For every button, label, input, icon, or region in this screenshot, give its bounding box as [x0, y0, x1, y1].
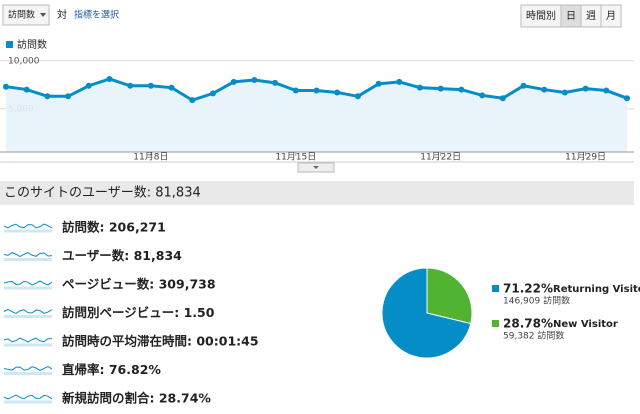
metric: 訪問時の平均滞在時間: 00:01:45: [62, 334, 259, 349]
legend-swatch: [492, 320, 499, 327]
point: [479, 92, 486, 99]
point: [396, 78, 403, 85]
point: [520, 82, 527, 89]
x-tick-label: 11月15日: [275, 152, 316, 163]
metric: 新規訪問の割合: 28.74%: [62, 391, 211, 406]
point: [106, 76, 113, 83]
sparkline: [3, 394, 53, 400]
point: [210, 90, 216, 97]
pie-value-label: 71.22%: [503, 282, 553, 296]
point: [272, 79, 279, 86]
point: [582, 85, 589, 92]
area: [6, 79, 627, 152]
point: [541, 86, 548, 93]
y-tick-label: 10,000: [8, 56, 40, 66]
point: [354, 93, 361, 100]
metric: 訪問数: 206,271: [62, 220, 166, 235]
metric: 訪問別ページビュー: 1.50: [62, 305, 215, 320]
point: [189, 97, 196, 104]
sparkline: [3, 308, 53, 315]
point: [624, 95, 630, 102]
pie-sublabel: 146,909 訪問数: [503, 295, 570, 307]
granularity-button-label: 時間別: [526, 10, 556, 22]
point: [499, 95, 506, 102]
pie-value-label: 28.78%: [503, 317, 553, 331]
summary-title: このサイトのユーザー数: 81,834: [4, 186, 201, 201]
granularity-button-label: 週: [586, 10, 596, 22]
x-tick-label: 11月8日: [133, 152, 168, 163]
metric: ユーザー数: 81,834: [62, 248, 182, 263]
sparkline: [3, 365, 53, 372]
point: [44, 93, 51, 100]
sparkline: [3, 280, 53, 286]
metric: ページビュー数: 309,738: [62, 277, 216, 292]
point: [251, 76, 258, 83]
granularity-button-label: 月: [606, 10, 616, 22]
legend-label: 訪問数: [17, 38, 47, 51]
summary-header: [0, 181, 634, 205]
point: [313, 87, 320, 94]
x-tick-label: 11月29日: [565, 152, 606, 163]
pie-slice: [426, 267, 473, 325]
point: [147, 82, 154, 89]
point: [292, 87, 299, 94]
pie-category: Returning Visitor: [553, 284, 640, 295]
metric: 直帰率: 76.82%: [62, 362, 161, 377]
point: [458, 86, 465, 93]
point: [417, 84, 423, 91]
granularity-button[interactable]: [600, 4, 622, 28]
legend-swatch: [492, 285, 499, 292]
point: [23, 86, 30, 93]
pie-slice: [381, 267, 472, 359]
point: [230, 78, 237, 85]
scroll-arrow: [313, 166, 319, 169]
x-tick-label: 11月22日: [420, 152, 461, 163]
dropdown-arrow: [40, 13, 46, 17]
granularity-button-label: 日: [566, 11, 576, 22]
metric-dropdown[interactable]: [2, 4, 50, 26]
sparkline: [3, 251, 53, 258]
sparkline: [3, 337, 53, 343]
granularity-buttons: 時間別日週月: [520, 4, 622, 28]
point: [437, 85, 444, 92]
versus: 対: [57, 8, 67, 21]
sparkline: [3, 223, 53, 229]
select-metric[interactable]: 指標を選択: [74, 9, 119, 21]
metrics: 訪問数: 206,271 ユーザー数: 81,834 ページビュー数: 309,73…: [3, 220, 259, 406]
pie-sublabel: 59,382 訪問数: [503, 330, 564, 342]
point: [65, 93, 72, 100]
metric-dropdown-label: 訪問数: [8, 9, 35, 21]
point: [3, 83, 9, 90]
point: [375, 80, 382, 87]
pie-category: New Visitor: [553, 319, 618, 330]
point: [334, 89, 341, 96]
point: [603, 87, 610, 94]
legend-swatch: [6, 41, 13, 48]
point: [127, 82, 134, 89]
point: [168, 84, 175, 91]
point: [561, 89, 568, 96]
point: [85, 82, 92, 89]
